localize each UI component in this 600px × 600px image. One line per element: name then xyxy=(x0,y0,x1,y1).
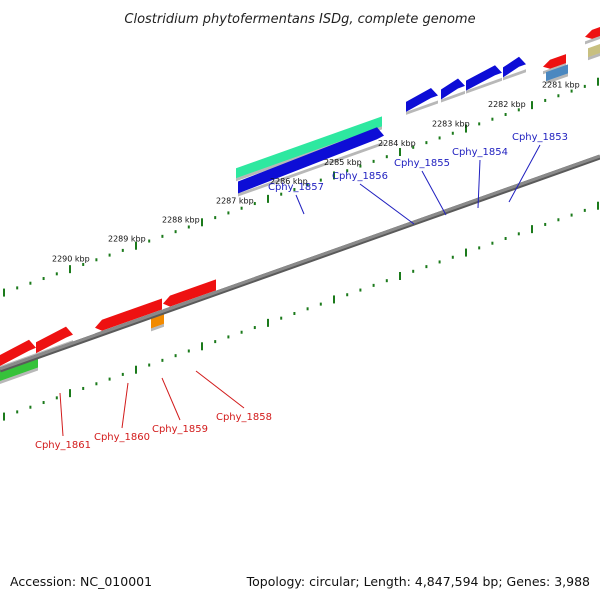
label-leader xyxy=(59,392,64,437)
gene-label-top[interactable]: Cphy_1854 xyxy=(452,147,508,158)
accession-text: Accession: NC_010001 xyxy=(10,574,152,589)
kbp-label: 2285 kbp xyxy=(324,158,362,167)
feature-green[interactable] xyxy=(0,356,38,384)
map-title: Clostridium phytofermentans ISDg, comple… xyxy=(124,12,475,27)
kbp-label: 2289 kbp xyxy=(108,235,146,244)
label-leader xyxy=(295,194,305,215)
kbp-ruler: 2290 kbp 2289 kbp 2288 kbp 2287 kbp 2286 kbp… xyxy=(3,77,599,421)
gene-label-bottom[interactable]: Cphy_1859 xyxy=(152,424,208,435)
label-leader xyxy=(121,382,129,429)
label-leader xyxy=(421,170,447,216)
kbp-label: 2286 kbp xyxy=(270,177,308,186)
genome-backbone xyxy=(0,154,600,373)
kbp-label: 2282 kbp xyxy=(488,100,526,109)
label-leader xyxy=(195,370,245,409)
kbp-label: 2283 kbp xyxy=(432,120,470,129)
feature-cphy-1857[interactable] xyxy=(238,127,384,197)
label-leader xyxy=(359,183,415,225)
label-leader xyxy=(508,144,541,203)
label-leader xyxy=(477,159,481,209)
kbp-label: 2290 kbp xyxy=(52,255,90,264)
kbp-label: 2281 kbp xyxy=(542,81,580,90)
gene-label-bottom[interactable]: Cphy_1860 xyxy=(94,432,150,443)
gene-label-top[interactable]: Cphy_1855 xyxy=(394,158,450,169)
feature-cphy-1855[interactable] xyxy=(441,78,465,103)
kbp-label: 2288 kbp xyxy=(162,215,200,224)
feature-steel[interactable] xyxy=(546,64,568,85)
backbone-line xyxy=(0,154,600,371)
gene-label-top[interactable]: Cphy_1856 xyxy=(332,171,388,182)
feature-cphy-1854[interactable] xyxy=(466,65,502,94)
gene-label-bottom[interactable]: Cphy_1861 xyxy=(35,440,91,451)
gene-label-bottom[interactable]: Cphy_1858 xyxy=(216,412,272,423)
feature-olive[interactable] xyxy=(588,44,600,61)
label-leader xyxy=(161,377,181,421)
feature-cphy-1856[interactable] xyxy=(406,88,438,115)
kbp-label: 2287 kbp xyxy=(216,196,254,205)
gene-label-top[interactable]: Cphy_1857 xyxy=(268,182,324,193)
kbp-label: 2284 kbp xyxy=(378,139,416,148)
feature-red-edge[interactable] xyxy=(585,27,600,45)
summary-text: Topology: circular; Length: 4,847,594 bp… xyxy=(246,574,590,589)
gene-label-top[interactable]: Cphy_1853 xyxy=(512,132,568,143)
feature-cphy-1853[interactable] xyxy=(503,56,526,81)
